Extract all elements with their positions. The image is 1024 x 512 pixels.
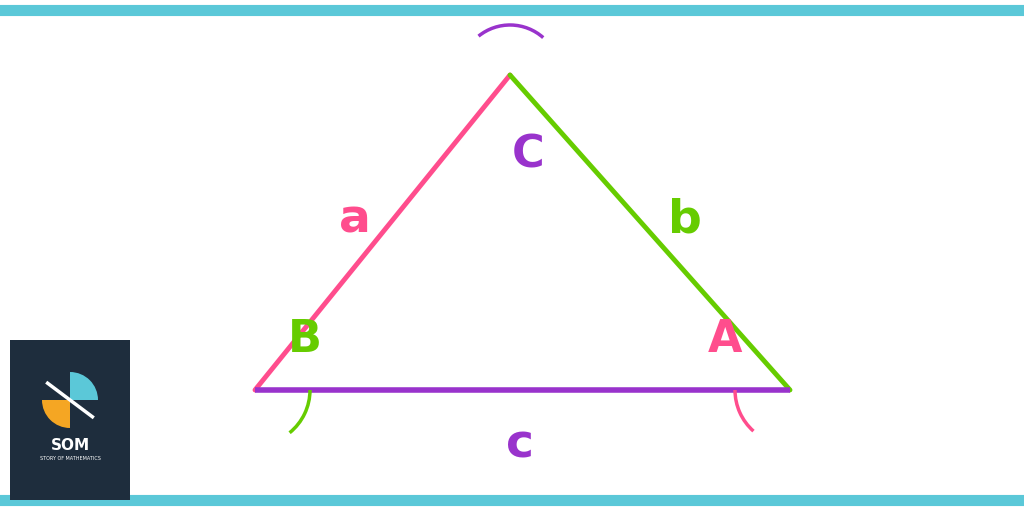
Wedge shape — [42, 400, 70, 428]
FancyBboxPatch shape — [10, 340, 130, 500]
Wedge shape — [70, 372, 98, 400]
Text: STORY OF MATHEMATICS: STORY OF MATHEMATICS — [40, 456, 100, 460]
Text: c: c — [506, 422, 534, 467]
Polygon shape — [10, 340, 130, 500]
Text: a: a — [339, 198, 371, 243]
Text: SOM: SOM — [50, 437, 89, 453]
Text: B: B — [288, 318, 322, 361]
Text: C: C — [512, 134, 545, 177]
Text: A: A — [708, 318, 742, 361]
Text: b: b — [668, 198, 701, 243]
